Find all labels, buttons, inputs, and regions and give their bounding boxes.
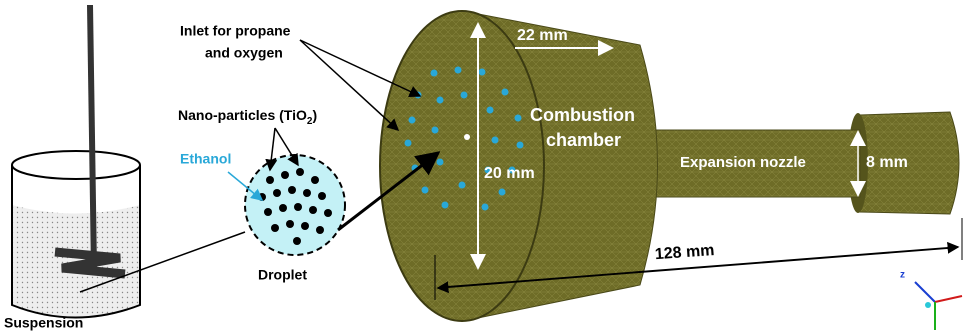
inlet-label: and oxygen [205,45,283,61]
chamber-label: Combustion [530,105,635,125]
beaker [12,5,140,318]
nozzle-label: Expansion nozzle [680,154,806,171]
axis-triad [915,282,962,330]
droplet [245,155,345,255]
dimension-label: 128 mm [654,242,715,263]
label-text: ) [312,107,317,123]
inlet-label: Inlet for propane [180,23,291,39]
suspension-label: Suspension [4,315,83,331]
chamber-label: chamber [546,130,621,150]
axis-label: z [900,270,905,281]
droplet-label: Droplet [258,267,307,283]
nanoparticle-label: Nano-particles (TiO2) [178,107,317,127]
diagram: Inlet for propane and oxygen Nano-partic… [0,0,968,335]
label-text: Nano-particles (TiO [178,107,307,123]
dimension-label: 8 mm [866,154,908,171]
ethanol-label: Ethanol [180,151,231,167]
dimension-label: 20 mm [484,165,535,182]
dimension-label: 22 mm [517,27,568,44]
